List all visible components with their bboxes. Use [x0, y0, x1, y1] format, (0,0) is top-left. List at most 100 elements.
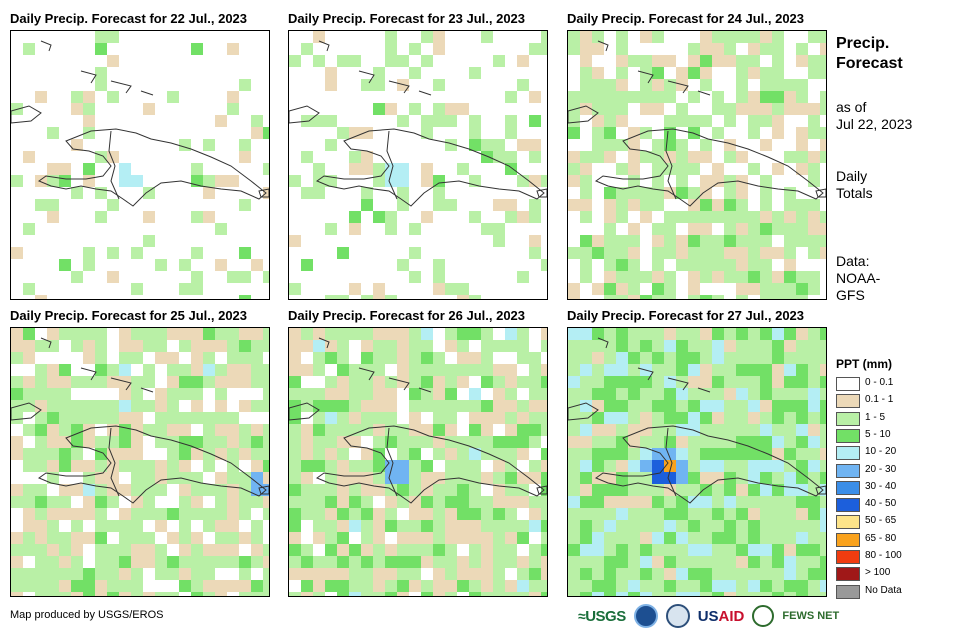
precip-cell [215, 364, 227, 376]
precip-cell [445, 496, 457, 508]
precip-cell [640, 199, 652, 211]
precip-cell [71, 484, 83, 496]
precip-cell [820, 352, 826, 364]
precip-cell [289, 592, 301, 596]
precip-cell [421, 508, 433, 520]
precip-cell [724, 364, 736, 376]
precip-cell [772, 31, 784, 43]
precip-cell [604, 544, 616, 556]
precip-cell [568, 376, 580, 388]
precip-cell [772, 127, 784, 139]
precip-cell [301, 364, 313, 376]
precip-cell [616, 199, 628, 211]
precip-cell [640, 436, 652, 448]
precip-cell [568, 340, 580, 352]
precip-cell [325, 484, 337, 496]
precip-cell [227, 340, 239, 352]
precip-cell [712, 43, 724, 55]
precip-cell [59, 388, 71, 400]
precip-cell [95, 328, 107, 340]
precip-cell [457, 532, 469, 544]
precip-cell [652, 412, 664, 424]
precip-cell [541, 556, 547, 568]
precip-cell [541, 400, 547, 412]
precip-cell [481, 151, 493, 163]
precip-cell [664, 364, 676, 376]
precip-cell [155, 400, 167, 412]
noaa-logo-icon [633, 604, 658, 628]
precip-cell [604, 424, 616, 436]
precip-cell [688, 412, 700, 424]
precip-cell [227, 91, 239, 103]
precip-cell [712, 544, 724, 556]
precip-cell [481, 556, 493, 568]
precip-cell [95, 400, 107, 412]
precip-cell [83, 247, 95, 259]
precip-cell [203, 139, 215, 151]
precip-cell [664, 484, 676, 496]
precip-cell [301, 436, 313, 448]
precip-cell [517, 556, 529, 568]
precip-cell [433, 544, 445, 556]
precip-cell [580, 472, 592, 484]
precip-cell [568, 43, 580, 55]
precip-cell [23, 484, 35, 496]
precip-cell [784, 520, 796, 532]
precip-cell [820, 364, 826, 376]
precip-cell [325, 508, 337, 520]
precip-cell [203, 436, 215, 448]
precip-cell [676, 151, 688, 163]
precip-cell [23, 496, 35, 508]
precip-cell [688, 520, 700, 532]
precip-cell [203, 187, 215, 199]
coastline-puerto-rico [258, 485, 269, 495]
precip-cell [71, 592, 83, 596]
precip-cell [95, 556, 107, 568]
precip-cell [71, 436, 83, 448]
precip-cell [325, 67, 337, 79]
precip-cell [568, 115, 580, 127]
precip-cell [313, 352, 325, 364]
precip-cell [664, 187, 676, 199]
precip-cell [83, 400, 95, 412]
precip-cell [131, 460, 143, 472]
precip-cell [215, 424, 227, 436]
precip-cell [784, 436, 796, 448]
precip-cell [313, 520, 325, 532]
precip-cell [676, 400, 688, 412]
precip-cell [784, 400, 796, 412]
precip-cell [361, 508, 373, 520]
precip-cell [568, 31, 580, 43]
precip-cell [604, 496, 616, 508]
precip-cell [239, 247, 251, 259]
precip-cell [227, 436, 239, 448]
precip-cell [361, 352, 373, 364]
precip-cell [688, 199, 700, 211]
precip-cell [337, 568, 349, 580]
precip-cell [592, 532, 604, 544]
precip-cell [652, 259, 664, 271]
precip-cell [349, 211, 361, 223]
precip-cell [760, 67, 772, 79]
precip-cell [700, 436, 712, 448]
precip-cell [239, 328, 251, 340]
precip-cell [772, 544, 784, 556]
precip-cell [397, 448, 409, 460]
precip-cell [604, 364, 616, 376]
precip-cell [373, 472, 385, 484]
precip-cell [796, 340, 808, 352]
precip-cell [796, 55, 808, 67]
precip-cell [796, 580, 808, 592]
precip-cell [35, 460, 47, 472]
precip-cell [47, 376, 59, 388]
precip-cell [664, 376, 676, 388]
precip-cell [167, 592, 179, 596]
precip-cell [820, 436, 826, 448]
precip-cell [481, 508, 493, 520]
precip-cell [700, 472, 712, 484]
precip-cell [784, 79, 796, 91]
precip-cell [628, 388, 640, 400]
precip-cell [445, 460, 457, 472]
precip-cell [592, 556, 604, 568]
precip-cell [107, 580, 119, 592]
